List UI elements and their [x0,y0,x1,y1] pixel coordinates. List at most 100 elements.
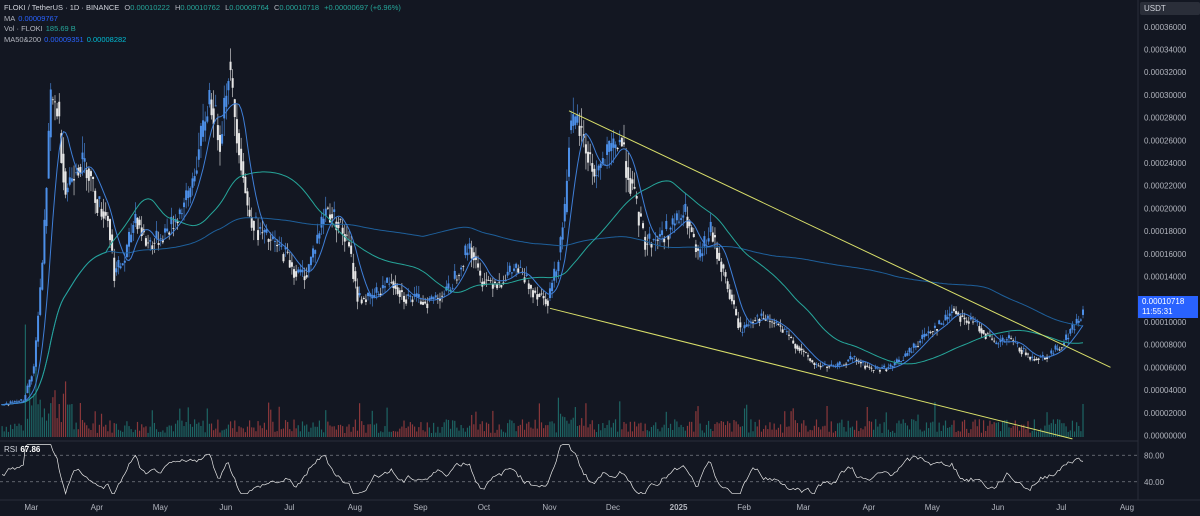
candle-body [15,401,18,403]
volume-bar [820,429,822,437]
candle-body [485,279,488,281]
candle-body [405,299,408,304]
candle-body [929,332,932,333]
volume-bar [339,424,342,437]
candle-body [950,311,953,314]
volume-bar [37,404,39,437]
candle-body [967,321,970,324]
price-tick-label: 0.00018000 [1144,227,1187,236]
candle-body [517,268,520,273]
ma-fast-line [2,103,1084,406]
candle-body [756,315,759,317]
candle-body [726,281,729,289]
volume-bar [20,425,22,437]
candle-body [637,211,640,226]
candle-body [597,165,600,171]
volume-bar [352,426,354,437]
time-tick-label: Jun [219,503,232,512]
candle-body [931,331,934,333]
price-tick-label: 0.00022000 [1144,182,1187,191]
volume-bar [213,430,215,437]
candle-body [688,220,691,227]
candle-body [692,233,695,238]
candle-body [515,263,518,268]
candle-body [779,325,782,327]
volume-bar [640,422,642,437]
volume-bar [521,419,524,437]
candle-body [1054,345,1057,350]
volume-bar [386,407,388,437]
volume-bar [1052,419,1054,437]
candle-body [45,187,48,227]
candle-body [766,315,769,319]
candle-body [79,166,82,173]
volume-bar [291,431,293,437]
candle-body [813,362,816,365]
candle-body [396,287,399,294]
currency-button[interactable]: USDT [1140,2,1200,15]
volume-bar [297,425,299,437]
volume-bar [103,426,105,437]
candle-body [938,320,941,325]
candle-body [906,353,909,356]
volume-bar [12,429,14,437]
candle-body [5,403,8,405]
volume-bar [282,428,285,437]
volume-bar [145,426,147,437]
volume-bar [29,381,31,437]
volume-bar [71,404,73,437]
volume-bar [892,430,894,437]
candle-body [686,216,689,229]
candle-body [432,297,435,299]
candle-body [180,213,183,215]
volume-bar [847,420,849,437]
candle-body [56,108,59,117]
volume-bar [936,431,938,437]
volume-bar [779,424,782,437]
candle-body [20,399,23,401]
volume-bar [375,423,378,437]
ma-row: MA 0.00009767 [4,13,58,23]
volume-bar [409,422,411,437]
candle-body [783,328,786,330]
volume-bar [189,424,191,437]
volume-bar [743,408,746,437]
trendline-upper [568,110,1111,368]
volume-bar [147,432,149,437]
candle-body [273,241,276,242]
candle-body [665,220,668,229]
volume-bar [221,430,223,437]
volume-bar [585,403,587,437]
time-tick-label: Mar [24,503,38,512]
candle-body [728,289,731,299]
candle-body [811,360,814,363]
volume-bar [56,418,58,437]
candle-body [1043,357,1046,360]
candle-body [163,228,166,233]
candle-body [197,149,200,160]
volume-bar [519,424,521,437]
volume-bar [325,410,327,437]
volume-bar [390,431,392,437]
candle-body [134,213,137,224]
candle-body [965,320,968,323]
volume-bar [1016,426,1019,437]
candle-body [337,222,340,229]
candle-body [157,243,160,245]
volume-bar [889,432,892,437]
volume-bar [746,404,748,437]
volume-bar [1002,421,1004,437]
candle-body [669,227,672,230]
candle-body [106,215,109,221]
candle-body [587,151,590,163]
rsi-line [1,444,1084,496]
volume-bar [1008,427,1010,437]
candle-body [794,343,797,349]
ma50-value: 0.00009351 [44,34,84,44]
volume-bar [862,429,864,437]
volume-bar [853,429,856,437]
volume-bar [864,426,866,437]
candle-body [631,179,634,184]
candle-body [170,216,173,225]
